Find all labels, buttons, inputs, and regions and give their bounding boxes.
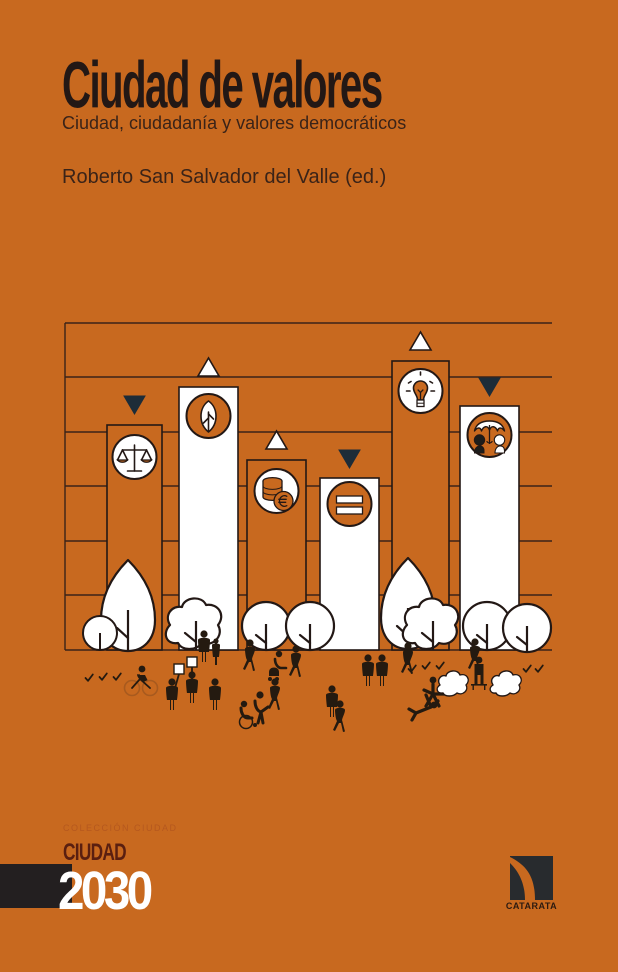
svg-text:CATARATA: CATARATA <box>506 901 557 910</box>
